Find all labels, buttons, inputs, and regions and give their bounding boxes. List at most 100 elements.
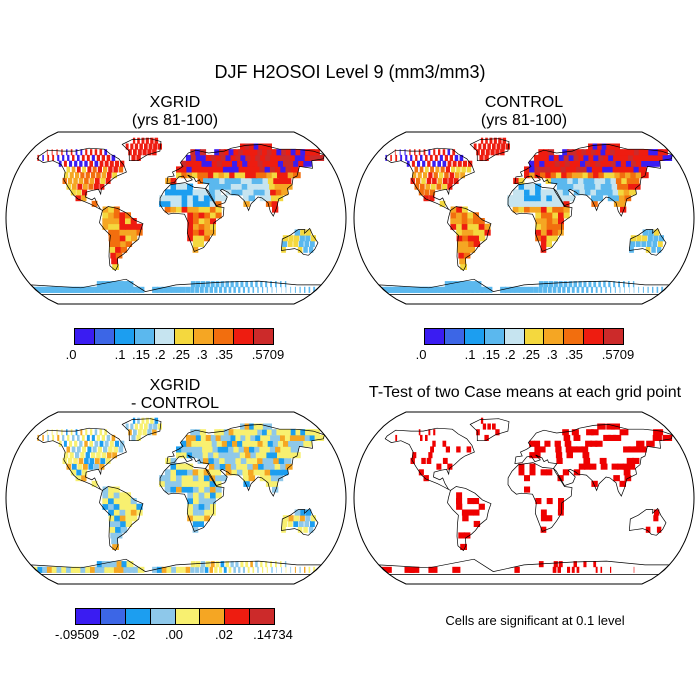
grid-cell <box>617 183 625 190</box>
coastline-africa <box>507 462 573 532</box>
grid-cell <box>67 434 70 441</box>
grid-cell <box>136 154 141 161</box>
grid-cell <box>304 286 306 293</box>
grid-cell <box>67 457 73 464</box>
grid-cell <box>186 160 193 167</box>
grid-cell <box>206 160 213 167</box>
grid-cell <box>125 218 132 225</box>
grid-cell <box>231 189 238 196</box>
grid-cell <box>223 452 231 459</box>
grid-cell <box>611 463 619 470</box>
grid-cell <box>77 183 83 190</box>
grid-cell <box>195 561 201 568</box>
grid-cell <box>460 172 465 179</box>
grid-cell <box>285 566 287 573</box>
grid-cell <box>247 463 254 470</box>
grid-cell <box>546 469 553 476</box>
grid-cell <box>558 498 564 505</box>
grid-cell <box>215 200 222 207</box>
grid-cell <box>261 172 269 179</box>
grid-cell <box>541 223 547 230</box>
grid-cell <box>186 172 193 179</box>
grid-cell <box>628 463 636 470</box>
grid-cell <box>210 218 216 225</box>
grid-cell <box>543 149 550 156</box>
grid-cell <box>113 446 118 453</box>
grid-cell <box>294 515 300 522</box>
grid-cell <box>119 218 126 225</box>
grid-cell <box>114 235 121 242</box>
grid-cell <box>85 172 90 179</box>
grid-cell <box>201 440 208 447</box>
grid-cell <box>257 286 259 293</box>
grid-cell <box>246 177 254 184</box>
grid-cell <box>134 143 139 150</box>
grid-cell <box>207 452 215 459</box>
grid-cell <box>653 515 659 522</box>
grid-cell <box>621 177 629 184</box>
grid-cell <box>93 183 99 190</box>
grid-cell <box>141 137 145 144</box>
grid-cell <box>104 286 113 293</box>
grid-cell <box>313 566 316 573</box>
grid-cell <box>176 469 182 476</box>
grid-cell <box>133 286 140 293</box>
grid-cell <box>195 149 202 156</box>
grid-cell <box>646 160 655 167</box>
grid-cell <box>255 154 263 161</box>
grid-cell <box>271 452 280 459</box>
grid-cell <box>81 189 88 196</box>
grid-cell <box>428 429 431 436</box>
grid-cell <box>187 183 194 190</box>
grid-cell <box>623 446 631 453</box>
grid-cell <box>550 172 557 179</box>
grid-cell <box>284 457 292 464</box>
grid-cell <box>219 457 226 464</box>
grid-cell <box>262 149 271 156</box>
grid-cell <box>624 286 625 293</box>
grid-cell <box>207 446 214 453</box>
grid-cell <box>77 154 80 161</box>
grid-cell <box>605 177 613 184</box>
grid-cell <box>308 286 311 293</box>
grid-cell <box>255 172 263 179</box>
grid-cell <box>238 446 246 453</box>
grid-cell <box>153 423 158 430</box>
grid-cell <box>157 143 162 150</box>
grid-cell <box>247 429 256 436</box>
grid-cell <box>116 281 124 288</box>
grid-cell <box>204 286 209 293</box>
grid-cell <box>480 417 484 424</box>
grid-cell <box>209 229 216 236</box>
grid-cell <box>120 440 125 447</box>
grid-cell <box>71 463 77 470</box>
grid-cell <box>209 566 213 573</box>
grid-cell <box>546 223 553 230</box>
grid-cell <box>228 566 232 573</box>
coastline-antarctica <box>377 278 671 295</box>
grid-cell <box>125 503 132 510</box>
grid-cell <box>196 440 203 447</box>
grid-cell <box>62 154 65 161</box>
grid-cell <box>447 149 451 156</box>
grid-cell <box>76 446 81 453</box>
grid-cell <box>282 172 290 179</box>
grid-cell <box>540 509 547 516</box>
grid-cell <box>432 160 436 167</box>
grid-cell <box>630 235 637 242</box>
grid-cell <box>288 515 294 522</box>
grid-cell <box>223 429 231 436</box>
grid-cell <box>205 561 210 568</box>
grid-cell <box>597 423 606 430</box>
grid-cell <box>252 183 260 190</box>
grid-cell <box>247 286 250 293</box>
grid-cell <box>636 440 645 447</box>
grid-cell <box>529 469 536 476</box>
grid-cell <box>411 160 415 167</box>
grid-cell <box>274 463 282 470</box>
grid-cell <box>192 189 199 196</box>
grid-cell <box>562 183 569 190</box>
grid-cell <box>456 235 463 242</box>
colorbar-swatch <box>250 609 274 624</box>
grid-cell <box>418 286 429 293</box>
